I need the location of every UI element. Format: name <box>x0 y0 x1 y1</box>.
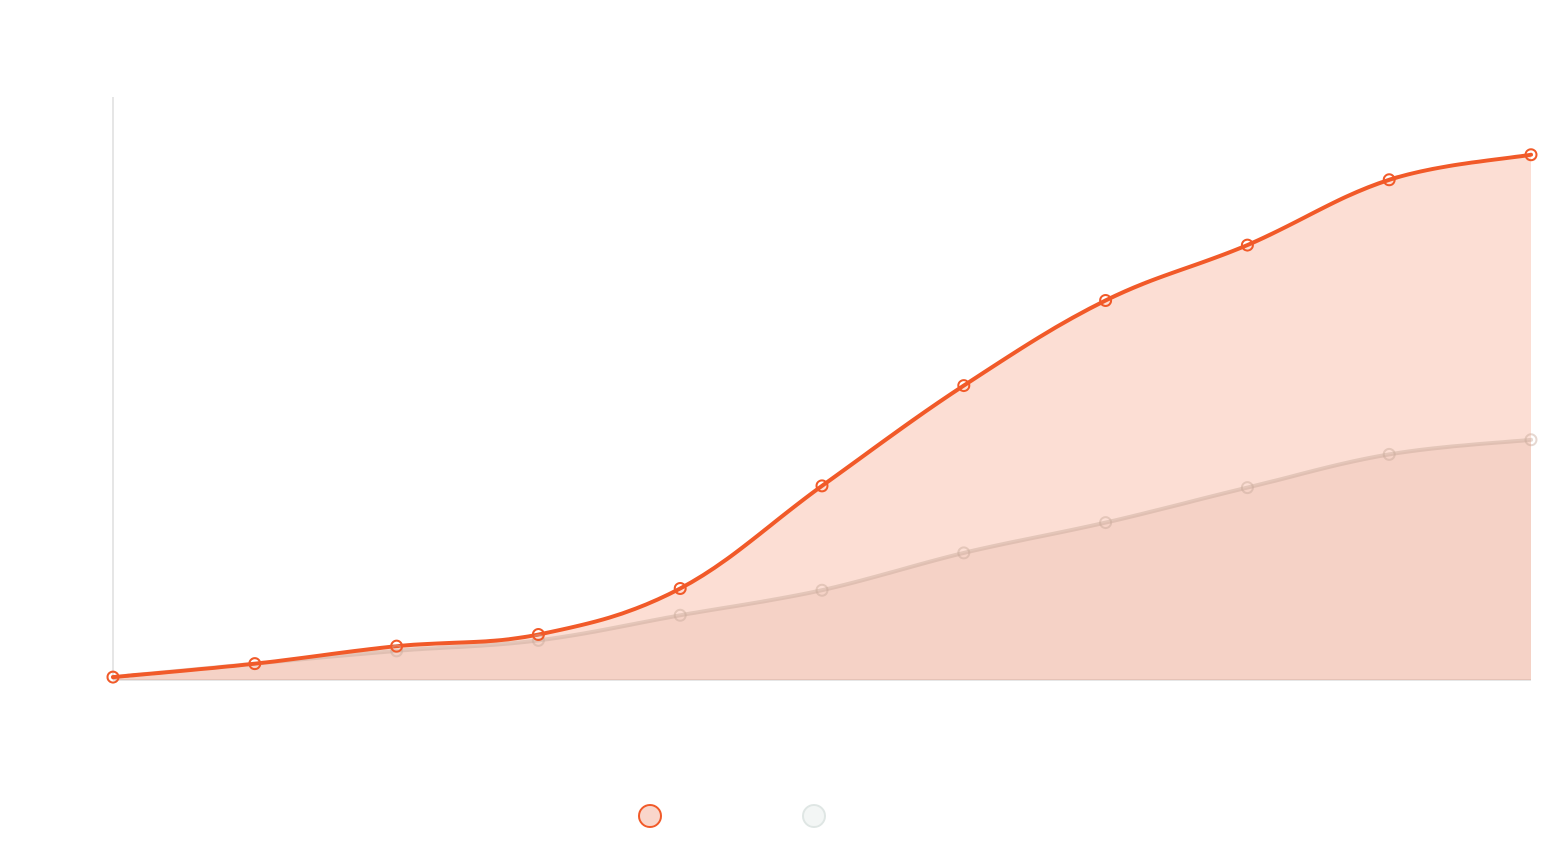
series-1-point-6[interactable] <box>957 379 971 393</box>
series-1-point-7[interactable] <box>1099 293 1113 307</box>
series-2-point-10[interactable] <box>1524 433 1538 447</box>
legend-swatch-2[interactable] <box>802 804 826 828</box>
series-1-point-10[interactable] <box>1524 148 1538 162</box>
series-1-area <box>113 154 1531 681</box>
series-1-point-9[interactable] <box>1382 173 1396 187</box>
series-1-point-4[interactable] <box>673 581 687 595</box>
series-2-point-9[interactable] <box>1382 447 1396 461</box>
series-areas <box>113 154 1531 681</box>
series-2-line <box>111 437 1533 680</box>
series-2-point-7[interactable] <box>1099 516 1113 530</box>
series-1-line <box>111 152 1533 680</box>
legend-swatch-1[interactable] <box>638 804 662 828</box>
series-2-point-8[interactable] <box>1240 481 1254 495</box>
series-points <box>106 148 1538 684</box>
legend <box>638 804 826 828</box>
series-1-point-5[interactable] <box>815 479 829 493</box>
series-1-point-1[interactable] <box>248 657 262 671</box>
series-1-point-0[interactable] <box>106 670 120 684</box>
series-2-point-6[interactable] <box>957 546 971 560</box>
legend-item-1[interactable] <box>638 804 662 828</box>
series-1-point-8[interactable] <box>1240 238 1254 252</box>
series-2-point-3[interactable] <box>531 633 545 647</box>
series-1-point-2[interactable] <box>390 639 404 653</box>
series-2-point-4[interactable] <box>673 608 687 622</box>
series-lines <box>111 152 1533 680</box>
series-1-point-3[interactable] <box>531 628 545 642</box>
legend-item-2[interactable] <box>802 804 826 828</box>
series-2-area <box>113 439 1531 680</box>
series-2-point-2[interactable] <box>390 644 404 658</box>
series-2-point-5[interactable] <box>815 583 829 597</box>
